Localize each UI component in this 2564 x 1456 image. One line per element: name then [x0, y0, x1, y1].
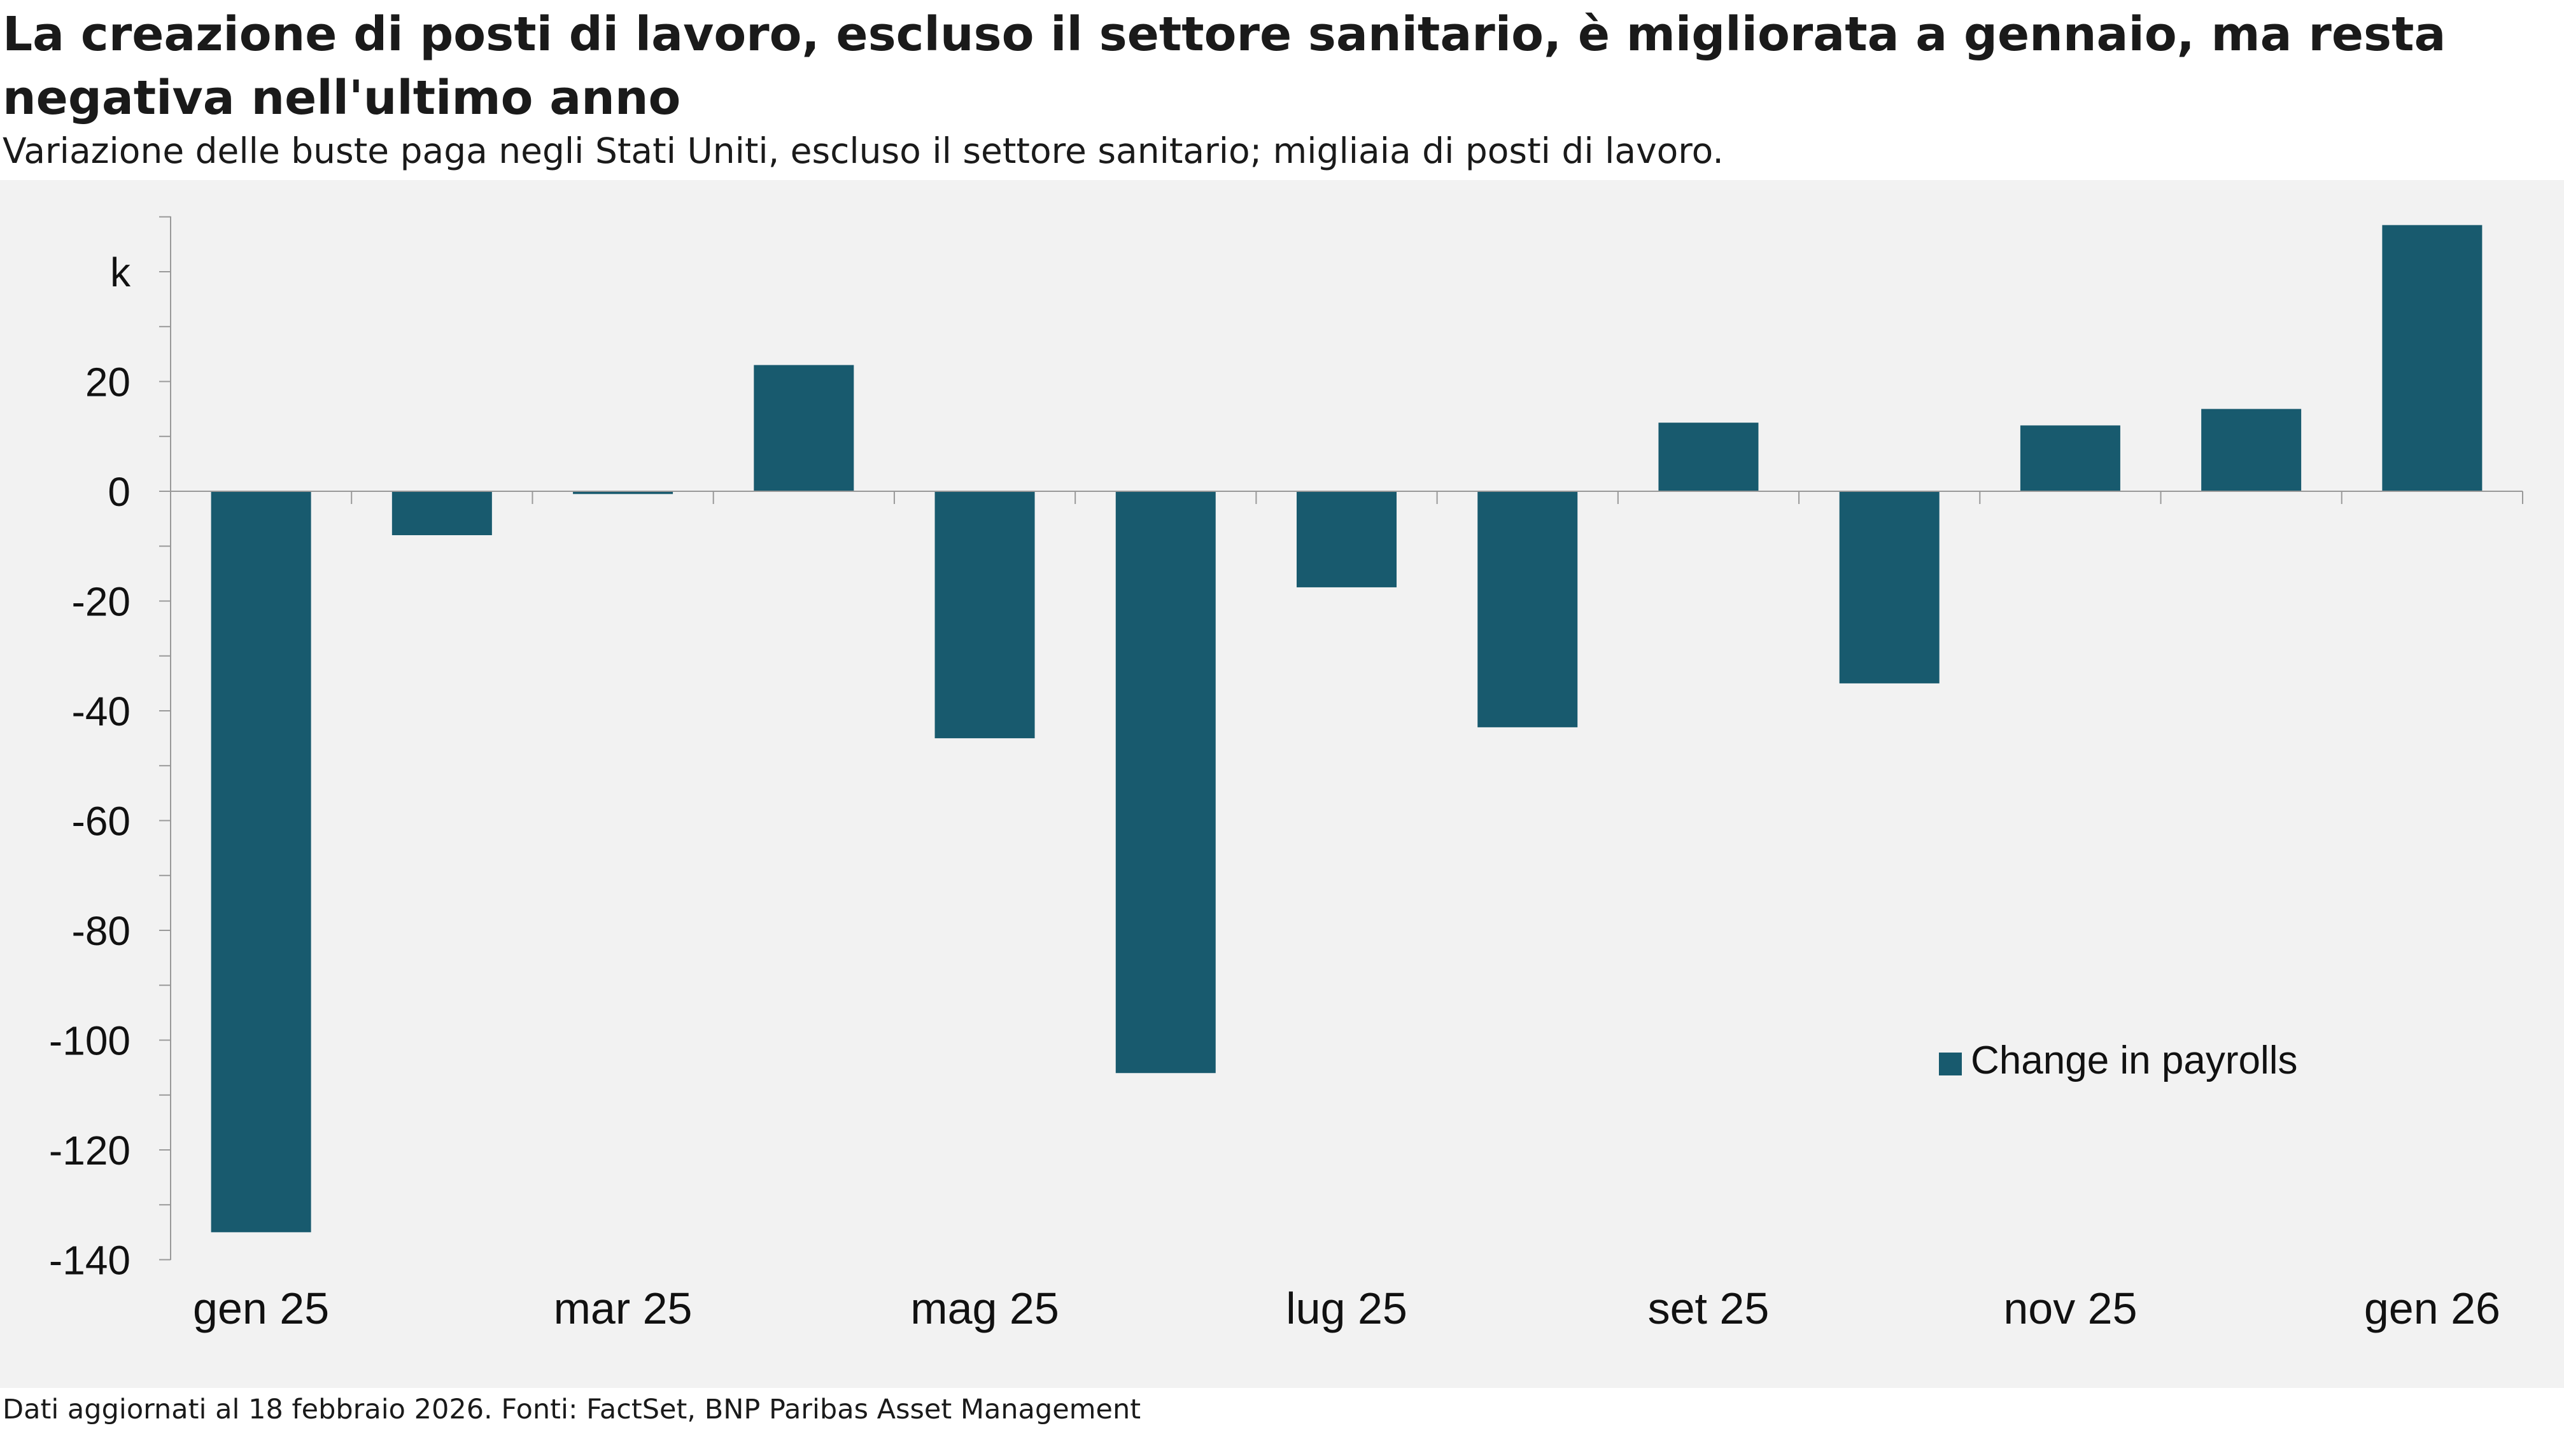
y-unit-label: k [110, 249, 131, 295]
bar-gen-26 [2382, 225, 2483, 491]
y-tick-label: -140 [49, 1238, 130, 1284]
y-tick-label: -60 [72, 799, 131, 844]
y-tick-label: -20 [72, 579, 131, 625]
bar-nov-25 [2020, 425, 2120, 491]
legend-label: Change in payrolls [1971, 1039, 2298, 1082]
x-tick-label: gen 25 [193, 1284, 329, 1333]
y-tick-label: -40 [72, 689, 131, 734]
chart-title: La creazione di posti di lavoro, escluso… [3, 7, 2446, 125]
bar-dic-25 [2201, 409, 2302, 491]
x-axis: gen 25 mar 25 mag 25 lug 25 set 25 nov 25 gen … [170, 491, 2523, 1333]
bar-gen-25 [211, 491, 311, 1233]
x-tick-label: mar 25 [554, 1284, 693, 1333]
source-footnote: Dati aggiornati al 18 febbraio 2026. Fon… [3, 1394, 1141, 1425]
bar-lug-25 [1297, 491, 1397, 587]
bar-series [211, 225, 2483, 1233]
bar-mar-25 [573, 491, 673, 494]
bar-set-25 [1658, 423, 1759, 491]
x-tick-label: mag 25 [910, 1284, 1059, 1333]
chart-subtitle: Variazione delle buste paga negli Stati … [3, 130, 1724, 171]
y-tick-label: -100 [49, 1018, 130, 1064]
plot-background [0, 180, 2564, 1388]
bar-giu-25 [1115, 491, 1216, 1074]
y-tick-label: 0 [108, 469, 130, 515]
x-tick-label: nov 25 [2003, 1284, 2137, 1333]
x-tick-label: gen 26 [2364, 1284, 2500, 1333]
bar-ott-25 [1839, 491, 1940, 683]
y-tick-label: -80 [72, 908, 131, 954]
x-tick-label: lug 25 [1286, 1284, 1407, 1333]
y-tick-label: 20 [85, 360, 130, 405]
y-tick-label: -120 [49, 1128, 130, 1173]
bar-ago-25 [1477, 491, 1578, 727]
y-axis: 20 0 -20 -40 -60 -80 -100 -120 -140 k [49, 216, 171, 1284]
legend-swatch [1939, 1053, 1962, 1075]
bar-mag-25 [934, 491, 1035, 739]
legend: Change in payrolls [1939, 1039, 2298, 1082]
bar-feb-25 [391, 491, 492, 535]
x-tick-label: set 25 [1648, 1284, 1770, 1333]
bar-apr-25 [754, 365, 854, 491]
